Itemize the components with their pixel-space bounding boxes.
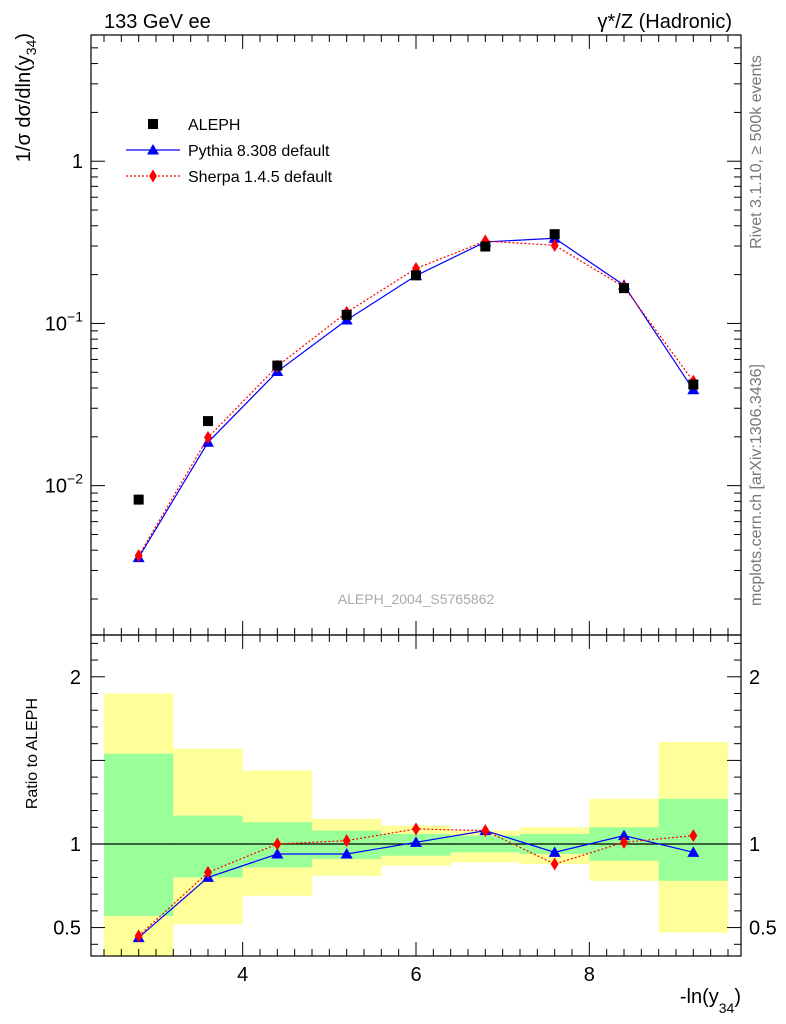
ratio-sherpa-point-5 bbox=[481, 824, 490, 838]
plot-title-right: γ*/Z (Hadronic) bbox=[598, 11, 732, 33]
ratio-sherpa-point-8 bbox=[689, 829, 698, 843]
ratio-sherpa-point-1 bbox=[204, 865, 212, 879]
ratio-pythia-point-4 bbox=[410, 836, 422, 847]
ratio-pythia-point-6 bbox=[548, 846, 561, 857]
ratio-sherpa-point-3 bbox=[342, 834, 351, 848]
ratio-panel: 4 6 8 0.5 0.5 1 1 2 2 Ratio to ALEPH -ln(y34) bbox=[24, 634, 777, 1016]
main-data-point-7 bbox=[619, 283, 629, 294]
ratio-y-axis-label: Ratio to ALEPH bbox=[24, 698, 41, 809]
legend-pythia-label: Pythia 8.308 default bbox=[188, 143, 330, 160]
ratio-pythia-point-3 bbox=[340, 848, 353, 859]
main-data-point-0 bbox=[133, 494, 144, 505]
ratio-sherpa-point-0 bbox=[134, 929, 143, 943]
ratio-y-tick-label-right-2: 2 bbox=[749, 667, 760, 689]
uncertainty-band-inner-0 bbox=[104, 753, 174, 916]
mcplots-source-label: mcplots.cern.ch [arXiv:1306.3436] bbox=[748, 364, 765, 606]
y-tick-label-2: 1 bbox=[72, 151, 83, 173]
legend-sherpa-label: Sherpa 1.4.5 default bbox=[188, 169, 333, 186]
main-data-point-5 bbox=[480, 241, 491, 252]
x-tick-label-0: 4 bbox=[237, 964, 248, 986]
y-axis-label: 1/σ dσ/dln(y34) bbox=[13, 33, 39, 162]
ratio-y-tick-label-right-1: 1 bbox=[749, 834, 760, 856]
ratio-sherpa-point-6 bbox=[550, 857, 559, 871]
ratio-pythia-point-8 bbox=[687, 846, 700, 857]
legend-data-marker bbox=[148, 119, 158, 129]
main-data-point-6 bbox=[549, 229, 560, 240]
plot-title-left: 133 GeV ee bbox=[104, 11, 211, 33]
main-data-point-8 bbox=[688, 379, 699, 390]
legend-data-label: ALEPH bbox=[188, 117, 240, 134]
main-data-point-1 bbox=[203, 416, 213, 427]
main-sherpa-point-1 bbox=[204, 431, 212, 445]
ratio-pythia-point-2 bbox=[271, 848, 284, 859]
x-axis-label: -ln(y34) bbox=[680, 986, 741, 1016]
main-sherpa-line bbox=[138, 240, 694, 556]
legend-pythia-marker bbox=[147, 144, 159, 155]
rivet-version-label: Rivet 3.1.10, ≥ 500k events bbox=[748, 55, 765, 249]
main-panel: 10−2 10−1 1 1/σ dσ/dln(y34) bbox=[13, 33, 742, 636]
main-data-point-2 bbox=[272, 360, 283, 371]
y-tick-label-0: 10−2 bbox=[45, 471, 83, 498]
main-data-point-3 bbox=[341, 309, 352, 320]
main-pythia-line bbox=[138, 237, 694, 558]
ratio-sherpa-point-7 bbox=[620, 835, 628, 849]
main-data-point-4 bbox=[411, 270, 421, 281]
x-tick-label-2: 8 bbox=[584, 964, 595, 986]
legend-sherpa-marker bbox=[149, 169, 157, 183]
ratio-sherpa-point-4 bbox=[412, 822, 420, 836]
ratio-y-tick-label-left-1: 1 bbox=[70, 834, 81, 856]
ratio-y-tick-label-left-2: 2 bbox=[70, 667, 81, 689]
ratio-y-tick-label-left-0: 0.5 bbox=[53, 918, 81, 940]
main-sherpa-point-6 bbox=[550, 238, 559, 252]
legend: ALEPH Pythia 8.308 default Sherpa 1.4.5 de… bbox=[126, 117, 333, 186]
ratio-pythia-point-7 bbox=[618, 829, 630, 841]
ratio-sherpa-point-2 bbox=[273, 837, 282, 851]
ratio-y-tick-label-right-0: 0.5 bbox=[749, 918, 777, 940]
x-tick-label-1: 6 bbox=[410, 964, 421, 986]
analysis-id-label: ALEPH_2004_S5765862 bbox=[338, 591, 495, 607]
main-sherpa-point-0 bbox=[134, 549, 143, 563]
y-tick-label-1: 10−1 bbox=[45, 308, 83, 335]
